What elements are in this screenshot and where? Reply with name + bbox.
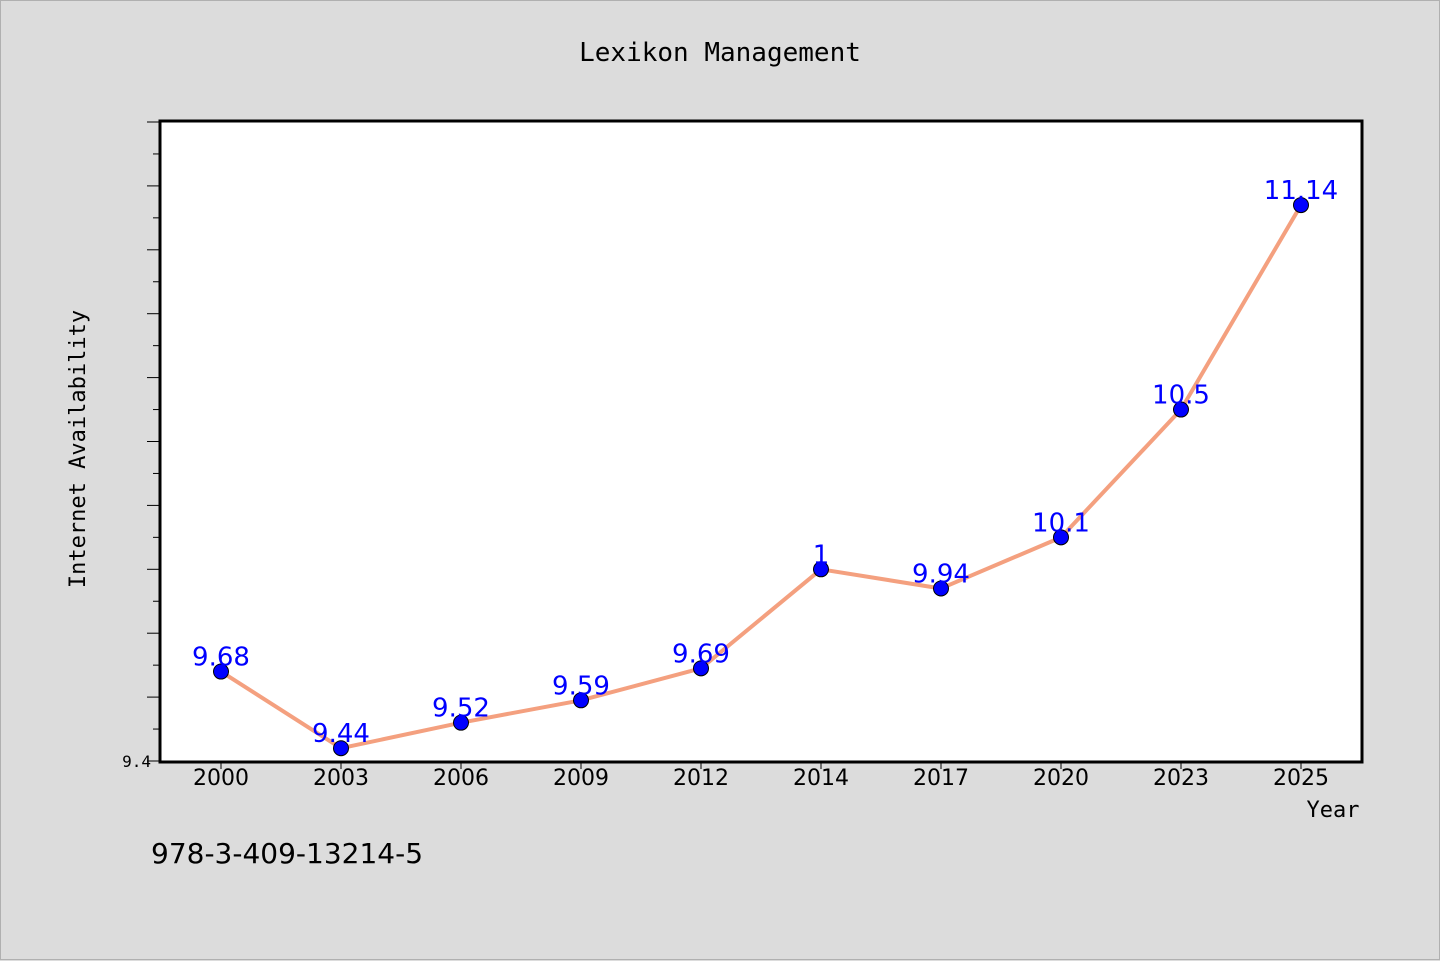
data-point [333,740,349,757]
x-tick-label: 2017 [913,766,969,791]
data-label: 9.69 [672,639,730,669]
x-axis-ticks: 2000 2003 2006 2009 2012 2014 2017 2020 2023 2025 [193,762,1329,791]
data-label: 10.5 [1152,381,1210,411]
isbn-footer: 978-3-409-13214-5 [151,837,423,870]
y-axis-label: Internet Availability [66,310,91,588]
data-label: 9.94 [912,559,970,589]
x-tick-label: 2020 [1033,766,1089,791]
data-label: 11.14 [1264,176,1338,206]
data-point [213,663,229,680]
data-point [933,580,949,597]
data-point [453,714,469,731]
data-labels: 9.68 9.44 9.52 9.59 9.69 1 9.94 10.1 10.5 11.14 [192,176,1338,749]
x-tick-label: 2003 [313,766,369,791]
series-markers [213,197,1309,757]
x-axis-label: Year [1307,798,1360,823]
data-point [693,660,709,677]
plot-area [158,119,1364,764]
x-tick-label: 2014 [793,766,849,791]
x-tick-label: 2006 [433,766,489,791]
data-label: 9.59 [552,671,610,701]
x-tick-label: 2012 [673,766,729,791]
chart-title: Lexikon Management [579,38,861,68]
data-label: 9.68 [192,643,250,673]
series-line [219,204,1303,751]
data-point [1293,197,1309,214]
data-point [573,692,589,709]
y-tick-label: 9.4 [122,752,151,771]
data-label: 9.44 [312,719,370,749]
data-point [1053,529,1069,546]
data-label: 10.1 [1032,508,1090,538]
data-label: 1 [813,540,830,570]
x-tick-label: 2009 [553,766,609,791]
x-tick-label: 2025 [1273,766,1329,791]
data-point [813,561,829,578]
x-tick-label: 2023 [1153,766,1209,791]
x-tick-label: 2000 [193,766,249,791]
data-label: 9.52 [432,694,490,724]
y-axis-ticks: 9.4 [122,121,160,771]
data-point [1173,401,1189,418]
